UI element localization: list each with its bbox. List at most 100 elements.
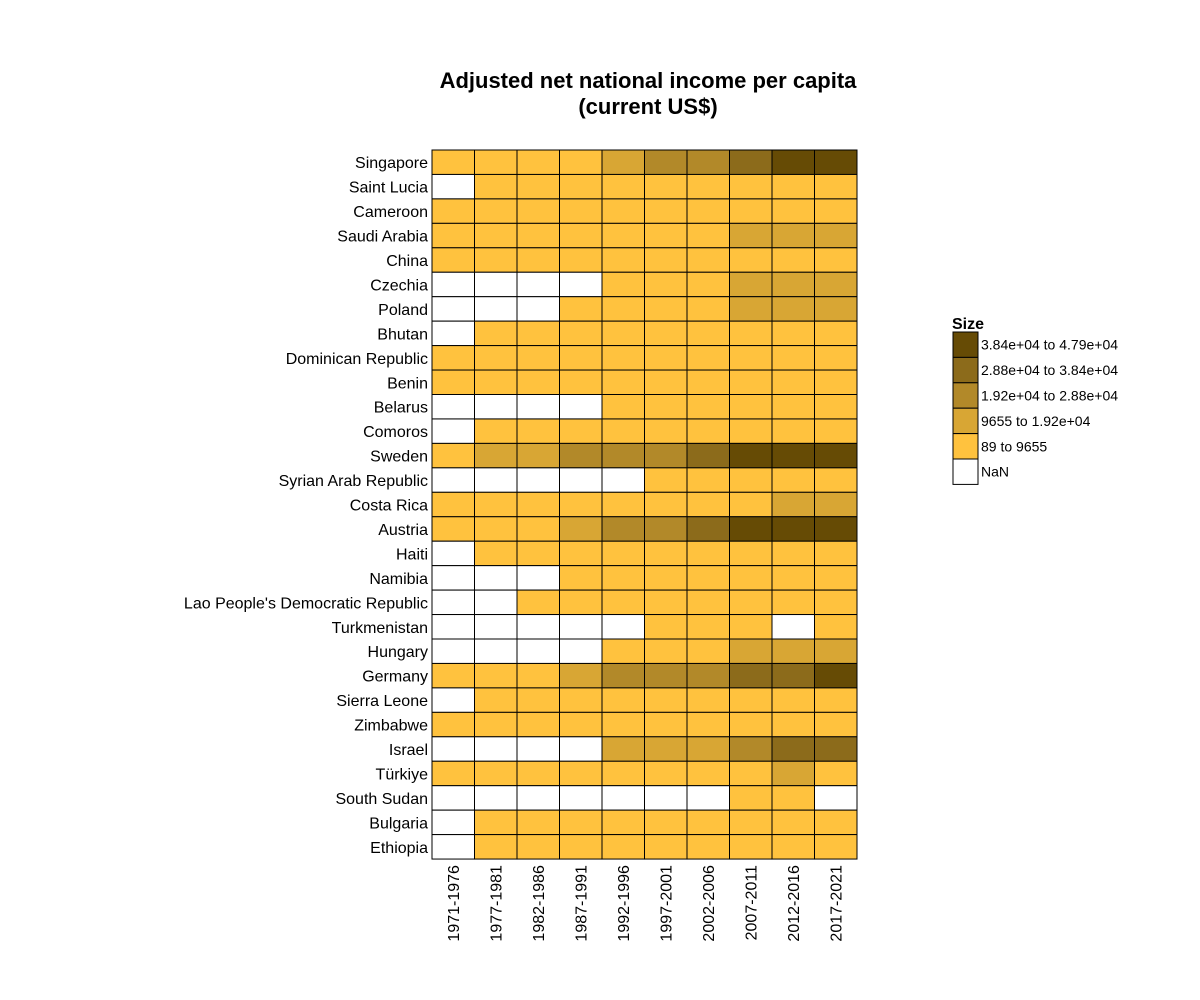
heatmap-cell-china-5 [644,247,688,273]
heatmap-cell-haiti-3 [559,540,603,567]
heatmap-cell-comoros-6 [686,418,730,444]
legend-swatch [952,458,979,485]
heatmap-cell-dominican-republic-0 [431,345,475,371]
heatmap-cell-singapore-7 [729,149,773,175]
heatmap-cell-singapore-1 [474,149,518,175]
y-tick-label: Sweden [370,449,428,466]
heatmap-cell-israel-2 [516,736,560,762]
heatmap-cell-lao-people-s-democratic-republic-6 [686,589,730,616]
heatmap-cell-hungary-6 [686,638,730,664]
heatmap-cell-syrian-arab-republic-5 [644,467,688,493]
heatmap-cell-costa-rica-0 [431,491,475,518]
y-tick-label: Cameroon [353,204,428,221]
heatmap-cell-cameroon-4 [601,198,645,224]
heatmap-cell-israel-1 [474,736,518,762]
heatmap-cell-saudi-arabia-3 [559,222,603,249]
heatmap-cell-sierra-leone-5 [644,687,688,713]
heatmap-cell-namibia-8 [771,565,815,591]
heatmap-cell-bulgaria-7 [729,809,773,836]
heatmap-cell-sierra-leone-7 [729,687,773,713]
heatmap-cell-comoros-1 [474,418,518,444]
heatmap-cell-china-4 [601,247,645,273]
heatmap-cell-bhutan-9 [814,320,858,347]
y-tick-label: Ethiopia [370,840,428,857]
heatmap-cell-cameroon-7 [729,198,773,224]
legend-title: Size [952,316,984,333]
heatmap-cell-dominican-republic-7 [729,345,773,371]
heatmap-cell-china-8 [771,247,815,273]
heatmap-cell-south-sudan-5 [644,785,688,811]
heatmap-cell-lao-people-s-democratic-republic-9 [814,589,858,616]
heatmap-cell-turkmenistan-1 [474,614,518,640]
heatmap-cell-sweden-4 [601,442,645,469]
heatmap-cell-germany-1 [474,662,518,689]
y-tick-label: Zimbabwe [354,718,428,735]
heatmap-cell-belarus-8 [771,394,815,420]
heatmap-cell-austria-4 [601,516,645,542]
heatmap-cell-comoros-4 [601,418,645,444]
y-tick-label: Sierra Leone [336,693,428,710]
heatmap-cell-saudi-arabia-4 [601,222,645,249]
legend-swatch [952,356,979,384]
heatmap-cell-benin-9 [814,369,858,395]
heatmap-cell-cameroon-1 [474,198,518,224]
heatmap-cell-haiti-6 [686,540,730,567]
heatmap-cell-belarus-9 [814,394,858,420]
y-tick-label: Hungary [368,644,428,661]
heatmap-cell-hungary-7 [729,638,773,664]
y-tick-label: Bhutan [377,326,428,343]
heatmap-cell-turkmenistan-7 [729,614,773,640]
heatmap-cell-benin-6 [686,369,730,395]
heatmap-cell-germany-8 [771,662,815,689]
heatmap-cell-sweden-6 [686,442,730,469]
heatmap-cell-czechia-5 [644,271,688,298]
x-tick-label: 1992-1996 [616,865,633,942]
heatmap-cell-haiti-2 [516,540,560,567]
legend-swatch [952,433,979,460]
heatmap-cell-t-rkiye-9 [814,760,858,787]
heatmap-cell-benin-1 [474,369,518,395]
heatmap-cell-saudi-arabia-6 [686,222,730,249]
y-tick-label: Comoros [363,424,428,441]
heatmap-cell-israel-5 [644,736,688,762]
heatmap-cell-bulgaria-6 [686,809,730,836]
heatmap-cell-sweden-9 [814,442,858,469]
heatmap-cell-saudi-arabia-8 [771,222,815,249]
heatmap-cell-zimbabwe-7 [729,711,773,738]
heatmap-cell-austria-3 [559,516,603,542]
heatmap-cell-china-9 [814,247,858,273]
heatmap-cell-china-1 [474,247,518,273]
heatmap-cell-bulgaria-3 [559,809,603,836]
heatmap-cell-syrian-arab-republic-8 [771,467,815,493]
heatmap-cell-poland-9 [814,296,858,322]
heatmap-cell-namibia-9 [814,565,858,591]
heatmap-cell-costa-rica-2 [516,491,560,518]
heatmap-cell-comoros-0 [431,418,475,444]
heatmap-cell-namibia-6 [686,565,730,591]
heatmap-cell-bulgaria-8 [771,809,815,836]
heatmap-cell-comoros-3 [559,418,603,444]
y-tick-label: Austria [378,522,428,539]
heatmap-cell-saint-lucia-8 [771,173,815,200]
heatmap-cell-bulgaria-5 [644,809,688,836]
heatmap-cell-ethiopia-4 [601,834,645,860]
y-tick-label: Saudi Arabia [337,229,428,246]
heatmap-cell-bhutan-2 [516,320,560,347]
heatmap-cell-czechia-3 [559,271,603,298]
heatmap-cell-germany-5 [644,662,688,689]
y-tick-label: Syrian Arab Republic [279,473,428,490]
heatmap-cell-sierra-leone-6 [686,687,730,713]
heatmap-cell-singapore-2 [516,149,560,175]
heatmap-cell-cameroon-5 [644,198,688,224]
heatmap-cell-austria-0 [431,516,475,542]
heatmap-cell-costa-rica-8 [771,491,815,518]
heatmap-cell-costa-rica-6 [686,491,730,518]
heatmap-cell-sierra-leone-4 [601,687,645,713]
heatmap-cell-benin-2 [516,369,560,395]
heatmap-cell-poland-4 [601,296,645,322]
legend-label: 2.88e+04 to 3.84e+04 [981,362,1118,378]
heatmap-cell-namibia-1 [474,565,518,591]
heatmap-cell-t-rkiye-6 [686,760,730,787]
heatmap-cell-benin-0 [431,369,475,395]
heatmap-cell-zimbabwe-4 [601,711,645,738]
